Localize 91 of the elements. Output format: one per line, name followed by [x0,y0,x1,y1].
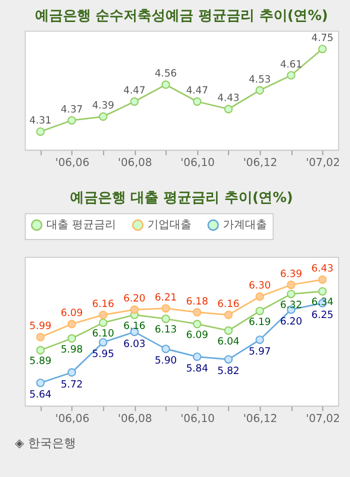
x-tick-label: '07,02 [306,412,340,425]
point [36,127,45,136]
point [192,97,202,106]
data-label: 6.16 [123,320,146,332]
point [286,290,296,298]
data-label: 6.30 [248,280,271,292]
point [130,305,139,314]
point [98,338,108,347]
data-label: 6.04 [217,336,240,348]
data-label: 4.43 [217,93,240,104]
data-label: 4.37 [60,104,83,116]
data-label: 5.89 [29,356,52,368]
point [224,310,233,320]
data-label: 4.39 [92,100,114,112]
point [256,292,264,301]
x-tick-label: '06,12 [243,156,278,170]
point [318,287,327,296]
point [36,332,45,342]
data-label: 6.18 [186,296,208,308]
data-label: 5.82 [217,366,240,378]
data-label: 6.25 [311,310,334,321]
data-label: 6.39 [280,268,302,280]
point [130,97,139,106]
data-label: 4.47 [123,86,146,97]
x-tick-label: '06,10 [180,412,215,425]
data-label: 6.34 [311,297,334,308]
data-label: 5.99 [29,321,52,332]
x-tick-label: '07,02 [306,156,340,170]
chart-title: 예금은행 대출 평균금리 추이(연%) [70,190,293,206]
legend-label: 대출 평균금리 [46,218,116,232]
point [224,326,233,335]
x-tick-label: '06,06 [55,156,90,170]
legend-label: 가계대출 [223,218,268,232]
point [98,310,108,320]
point [36,346,45,354]
data-label: 4.56 [154,68,177,80]
point [224,355,233,364]
data-label: 6.20 [280,316,302,328]
legend-label: 기업대출 [148,218,192,232]
point [256,86,264,95]
point [256,335,264,344]
point [162,314,170,324]
point [286,280,296,290]
point [224,104,233,114]
data-label: 5.64 [29,390,52,401]
data-label: 6.13 [154,324,177,336]
data-label: 4.53 [248,74,271,86]
point [256,306,264,316]
data-label: 6.16 [92,298,114,310]
data-label: 6.16 [217,298,240,310]
point [68,116,76,125]
data-label: 4.31 [29,116,52,127]
data-label: 6.21 [154,292,177,304]
x-tick-label: '06,06 [55,412,90,425]
data-label: 6.19 [248,316,271,328]
data-label: 5.90 [154,356,177,367]
point [98,318,108,327]
data-label: 5.72 [60,379,83,390]
data-label: 4.47 [186,86,208,97]
point [192,320,202,328]
x-tick-label: '06,10 [180,156,215,170]
data-label: 6.10 [92,328,114,340]
text: ◈ 한국은행 [14,436,76,450]
data-label: 4.75 [311,33,334,44]
point [318,275,327,284]
data-label: 5.97 [248,346,271,358]
point [68,368,76,377]
data-label: 5.95 [92,349,114,360]
point [162,344,170,354]
data-label: 5.98 [60,344,83,356]
data-label: 6.09 [186,330,208,341]
data-label: 5.84 [186,364,208,375]
point [68,320,76,328]
data-label: 6.03 [123,338,146,350]
point [162,304,170,313]
point [192,352,202,361]
point [98,112,108,121]
point [162,80,170,89]
data-label: 6.43 [311,264,334,275]
x-tick-label: '06,08 [118,412,152,425]
x-tick-label: '06,08 [118,156,152,170]
data-label: 6.09 [60,308,83,320]
data-label: 4.61 [280,59,302,70]
chart-title: 예금은행 순수저축성예금 평균금리 추이(연%) [34,8,328,24]
point [318,44,327,54]
point [68,334,76,343]
x-tick-label: '06,12 [243,412,278,425]
point [192,308,202,317]
point [36,378,45,388]
data-label: 6.20 [123,294,146,305]
point [286,71,296,80]
